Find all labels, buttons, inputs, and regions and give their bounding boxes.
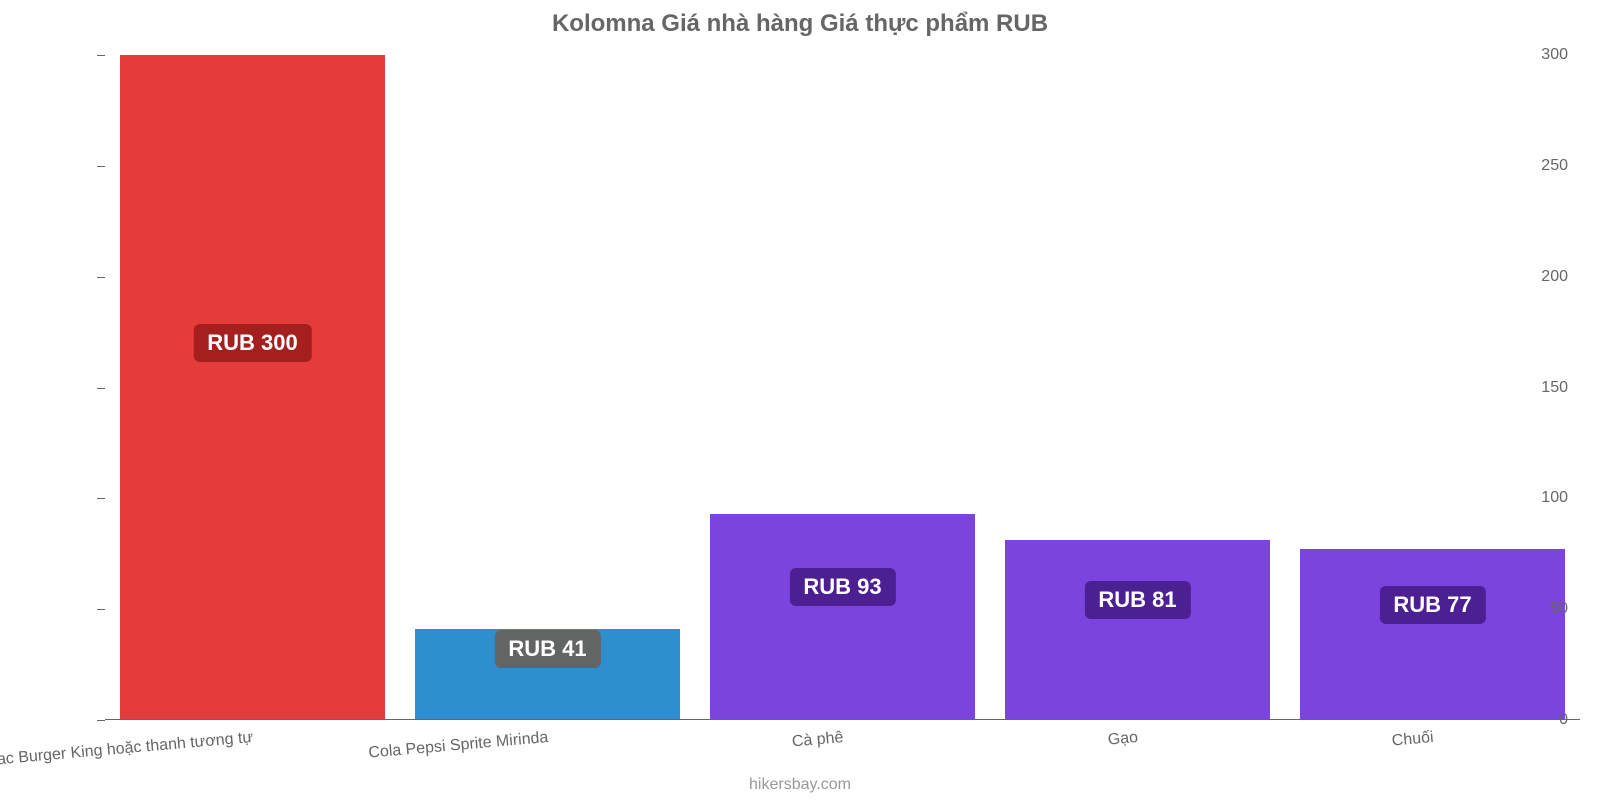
bar-value-label: RUB 93 (789, 568, 895, 606)
y-tick (97, 388, 105, 389)
y-tick (97, 166, 105, 167)
x-tick-label: Mac Burger King hoặc thanh tương tự (0, 729, 254, 770)
y-tick-label: 50 (1550, 600, 1568, 618)
bar-value-label: RUB 41 (494, 630, 600, 668)
chart-title: Kolomna Giá nhà hàng Giá thực phẩm RUB (0, 0, 1600, 38)
bar-value-label: RUB 77 (1379, 586, 1485, 624)
y-tick (97, 498, 105, 499)
bar (1300, 549, 1566, 720)
y-tick-label: 150 (1541, 379, 1568, 397)
y-tick-label: 250 (1541, 157, 1568, 175)
y-tick-label: 300 (1541, 46, 1568, 64)
x-tick-label: Cola Pepsi Sprite Mirinda (368, 729, 549, 763)
y-tick (97, 720, 105, 721)
x-tick-label: Cà phê (791, 729, 844, 751)
credit-text: hikersbay.com (0, 776, 1600, 794)
y-tick (97, 55, 105, 56)
plot-area: RUB 300RUB 41RUB 93RUB 81RUB 77 05010015… (105, 55, 1580, 720)
x-axis-baseline (105, 719, 1580, 720)
y-tick-label: 100 (1541, 489, 1568, 507)
x-tick-label: Gạo (1107, 729, 1139, 750)
bar (120, 55, 386, 720)
x-axis-labels: Mac Burger King hoặc thanh tương tựCola … (105, 725, 1580, 775)
bar-value-label: RUB 300 (193, 324, 311, 362)
x-tick-label: Chuối (1391, 729, 1434, 751)
bar (710, 514, 976, 720)
bar (1005, 540, 1271, 720)
y-tick (97, 277, 105, 278)
bars-container: RUB 300 RUB 41 RUB 93 RUB 81 RUB 77 (105, 55, 1580, 720)
y-tick (97, 609, 105, 610)
y-tick-label: 200 (1541, 268, 1568, 286)
bar-value-label: RUB 81 (1084, 581, 1190, 619)
